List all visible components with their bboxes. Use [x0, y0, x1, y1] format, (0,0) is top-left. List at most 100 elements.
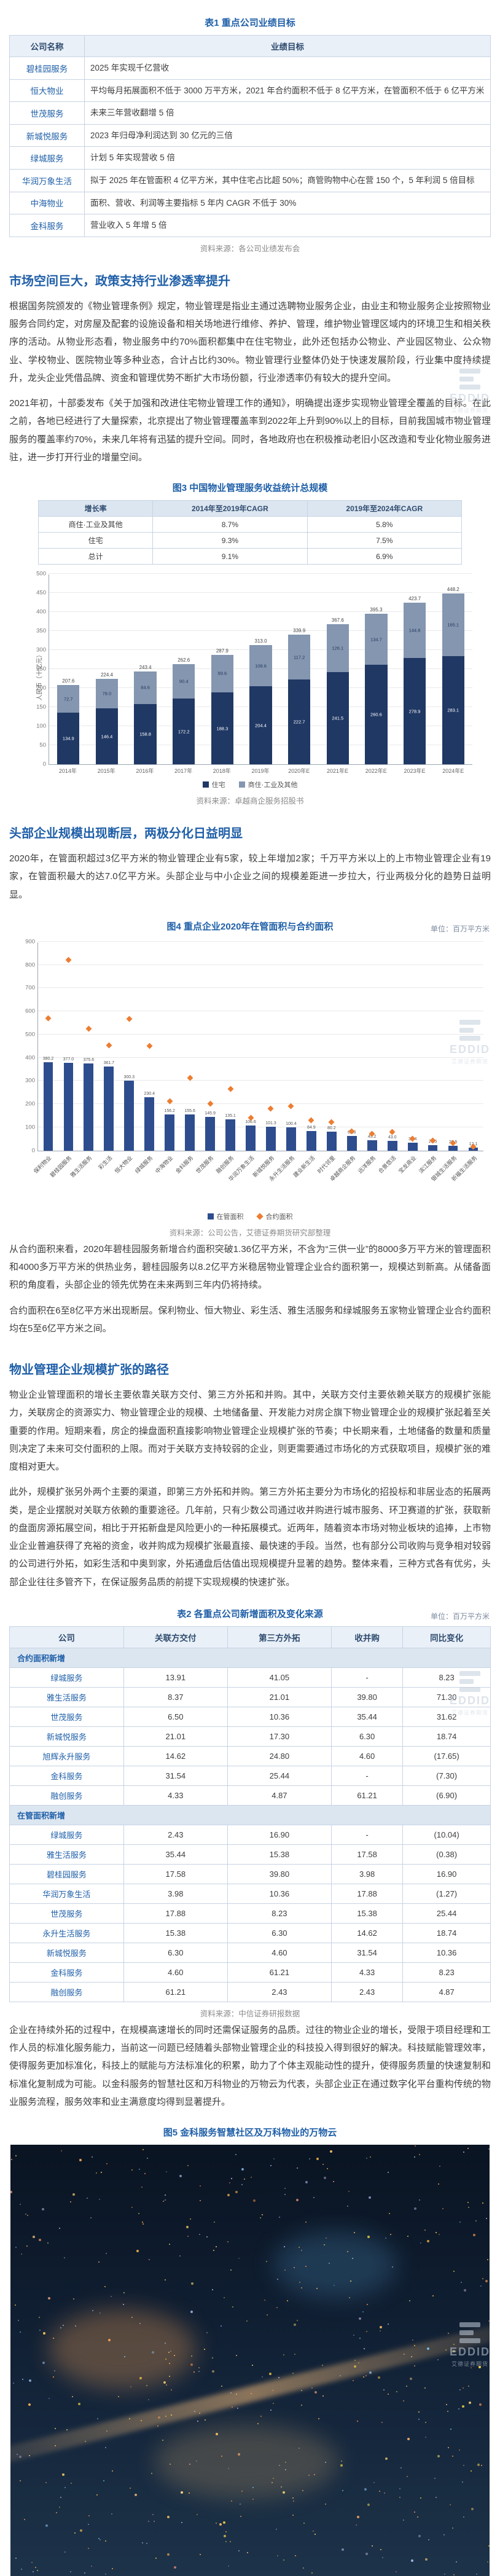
value-cell: 8.23: [402, 1962, 491, 1983]
bar-value-label: 145.9: [205, 1111, 216, 1116]
group-header-row: 合约面积新增: [9, 1647, 491, 1668]
x-axis-label: 2016年: [136, 768, 154, 774]
x-axis-label: 金科服务: [174, 1153, 200, 1207]
value-cell: 4.60: [123, 1962, 228, 1983]
value-cell: 17.30: [227, 1726, 332, 1747]
x-axis-label: 恒大物业: [114, 1153, 139, 1207]
value-cell: 18.74: [402, 1922, 491, 1943]
contract-area-marker: [45, 1015, 52, 1022]
stacked-bar: 126.1 241.5: [326, 624, 349, 764]
segment-value-label: 283.1: [447, 707, 459, 713]
cell: 9.3%: [152, 532, 308, 549]
value-cell: 17.88: [330, 1883, 404, 1904]
segment-value-label: 172.2: [178, 729, 190, 735]
legend-item: 商住·工业及其他: [238, 780, 298, 789]
figure4-chart: 0 100 200 300 400 500 600 700 800 900 380.2 377.0 37…: [17, 938, 483, 1221]
x-axis-label: 2019年: [251, 768, 270, 774]
table-row: 碧桂园服务 2025 年实现千亿营收: [9, 57, 491, 80]
x-axis-label: 建业新生活: [292, 1153, 321, 1207]
table-row: 旭辉永升服务 14.62 24.80 4.60 (17.65): [9, 1745, 491, 1766]
value-cell: 31.62: [402, 1706, 491, 1727]
value-cell: 4.60: [330, 1745, 404, 1766]
company-name-cell: 永升生活服务: [9, 1922, 124, 1943]
gridline: [38, 1080, 483, 1081]
bar-value-label: 80.2: [327, 1126, 336, 1131]
table-header-row: 公司 关联方交付 第三方外拓 收并购 同比变化: [9, 1626, 491, 1648]
value-cell: -: [330, 1667, 404, 1688]
group-label-cell: 在管面积新增: [9, 1804, 491, 1825]
cell: 8.7%: [152, 516, 308, 533]
figure5-caption: 图5 金科服务智慧社区及万科物业的万物云: [163, 2128, 337, 2138]
gridline: [38, 1103, 483, 1105]
company-name-cell: 融创服务: [9, 1785, 124, 1806]
x-axis-label: 2021年E: [326, 768, 349, 774]
value-cell: 8.23: [402, 1667, 491, 1688]
segment-value-label: 117.2: [294, 654, 305, 660]
managed-area-bar: [266, 1127, 276, 1151]
value-cell: 2.43: [227, 1981, 332, 2002]
managed-area-bar: [225, 1119, 235, 1151]
bar-group: 106.6: [241, 942, 261, 1151]
city-light-glow: [154, 2425, 338, 2499]
paragraph: 此外，规模扩张另外两个主要的渠道，即第三方外拓和并购。第三方外拓主要分为市场化的…: [9, 1487, 491, 1587]
table-row: 华润万象生活 拟于 2025 年在管面积 4 亿平方米，其中住宅占比超 50%；商…: [9, 168, 491, 192]
bar-group: 262.6 90.4 172.2: [165, 574, 203, 764]
stacked-bar: 134.7 260.6: [365, 613, 388, 764]
value-cell: 4.33: [123, 1785, 228, 1806]
company-name-cell: 新城悦服务: [9, 1726, 124, 1747]
bar-group: 375.6: [79, 942, 99, 1151]
bar-group: 395.3 134.7 260.6: [357, 574, 396, 764]
bar-group: 367.6 126.1 241.5: [318, 574, 357, 764]
managed-area-bar: [144, 1097, 155, 1151]
x-axis-label: 华润万象生活: [228, 1153, 260, 1207]
segment-value-label: 134.9: [62, 735, 74, 742]
figure4-unit-label: 单位：百万平方米: [430, 924, 490, 933]
y-axis-tick-label: 0: [42, 761, 46, 768]
legend-swatch: [207, 1213, 214, 1219]
segment-value-label: 90.4: [179, 678, 189, 684]
managed-area-bar: [387, 1140, 397, 1151]
value-cell: 35.44: [330, 1706, 404, 1727]
table-row: 碧桂园服务 17.58 39.80 3.98 16.90: [9, 1863, 491, 1884]
bar-total-label: 224.4: [100, 671, 113, 678]
value-cell: 16.90: [227, 1824, 332, 1845]
segment-commercial-industrial: 108.6: [249, 644, 272, 687]
bar-value-label: 156.2: [164, 1108, 175, 1113]
value-cell: (0.38): [402, 1844, 491, 1865]
bar-value-label: 43.0: [388, 1135, 397, 1140]
legend-label: 商住·工业及其他: [248, 781, 298, 789]
contract-area-marker: [146, 1043, 153, 1049]
y-axis-tick-label: 600: [25, 1008, 35, 1015]
value-cell: (1.27): [402, 1883, 491, 1904]
contract-area-marker: [126, 1016, 133, 1022]
company-name-cell: 新城悦服务: [9, 123, 85, 147]
value-cell: 18.74: [402, 1726, 491, 1747]
table-row: 绿城服务 13.91 41.05-8.23: [9, 1667, 491, 1688]
column-header: 公司名称: [9, 35, 85, 57]
value-cell: 2.43: [330, 1981, 404, 2002]
y-axis-tick-label: 500: [36, 570, 46, 577]
bar-total-label: 395.3: [370, 606, 383, 613]
paragraph: 2020年，在管面积超过3亿平方米的物业管理企业有5家，较上年增加2家；千万平方…: [9, 853, 491, 900]
column-header: 业绩目标: [84, 35, 491, 57]
value-cell: 6.50: [123, 1706, 228, 1727]
bar-value-label: 375.6: [83, 1057, 95, 1062]
paragraph: 根据国务院颁发的《物业管理条例》规定，物业管理是指业主通过选聘物业服务企业，由业…: [9, 300, 491, 383]
x-axis-label: 祈福生活服务: [451, 1153, 483, 1207]
contract-area-marker: [328, 1119, 335, 1126]
segment-residential: 204.4: [249, 686, 272, 764]
cell: 6.9%: [307, 548, 462, 565]
table-row: 新城悦服务 2023 年归母净利润达到 30 亿元的三倍: [9, 123, 491, 147]
cell: 9.1%: [152, 548, 308, 565]
table1-caption: 表1 重点公司业绩目标: [205, 18, 295, 28]
paragraph: 企业在持续外拓的过程中，在规模高速增长的同时还需保证服务的品质。过往的物业企业的…: [9, 2024, 491, 2107]
gridline: [38, 987, 483, 989]
y-axis-tick-label: 0: [31, 1147, 35, 1154]
bar-value-label: 106.6: [245, 1120, 256, 1125]
company-name-cell: 世茂服务: [9, 1903, 124, 1924]
bar-value-label: 380.2: [42, 1057, 54, 1062]
section-heading-market-space: 市场空间巨大，政策支持行业渗透率提升: [9, 274, 230, 288]
value-cell: (7.30): [402, 1765, 491, 1786]
x-axis-label: 碧桂园服务: [49, 1153, 78, 1207]
managed-area-bar: [43, 1062, 53, 1151]
